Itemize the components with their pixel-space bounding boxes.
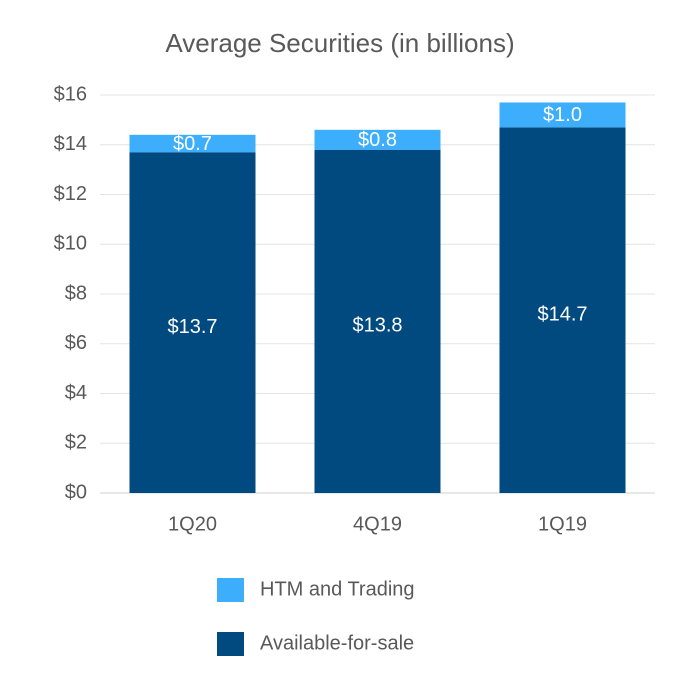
x-tick-label: 4Q19 (353, 513, 402, 535)
bar-segment (129, 134, 256, 153)
value-label: $13.8 (352, 315, 402, 337)
value-label: $13.7 (167, 316, 217, 338)
y-tick-label: $6 (65, 332, 87, 354)
bar-segment (499, 127, 626, 494)
bar-segment (499, 102, 626, 128)
legend-swatch (217, 632, 244, 656)
legend-swatch (217, 578, 244, 602)
x-tick-label: 1Q19 (538, 513, 587, 535)
y-tick-label: $8 (65, 282, 87, 304)
y-tick-label: $14 (54, 133, 87, 155)
value-label: $0.8 (358, 129, 397, 151)
value-label: $14.7 (537, 303, 587, 325)
y-tick-label: $4 (65, 382, 87, 404)
y-tick-label: $12 (54, 183, 87, 205)
legend-label: HTM and Trading (260, 578, 415, 600)
y-tick-label: $2 (65, 432, 87, 454)
value-label: $0.7 (173, 133, 212, 155)
bar-segment (129, 152, 256, 493)
y-tick-label: $16 (54, 83, 87, 105)
y-tick-label: $0 (65, 481, 87, 503)
x-tick-label: 1Q20 (168, 513, 217, 535)
chart-title: Average Securities (in billions) (165, 28, 514, 58)
legend-label: Available-for-sale (260, 632, 414, 654)
bar-segment (314, 129, 441, 150)
value-label: $1.0 (543, 104, 582, 126)
y-tick-label: $10 (54, 233, 87, 255)
bar-segment (314, 149, 441, 493)
